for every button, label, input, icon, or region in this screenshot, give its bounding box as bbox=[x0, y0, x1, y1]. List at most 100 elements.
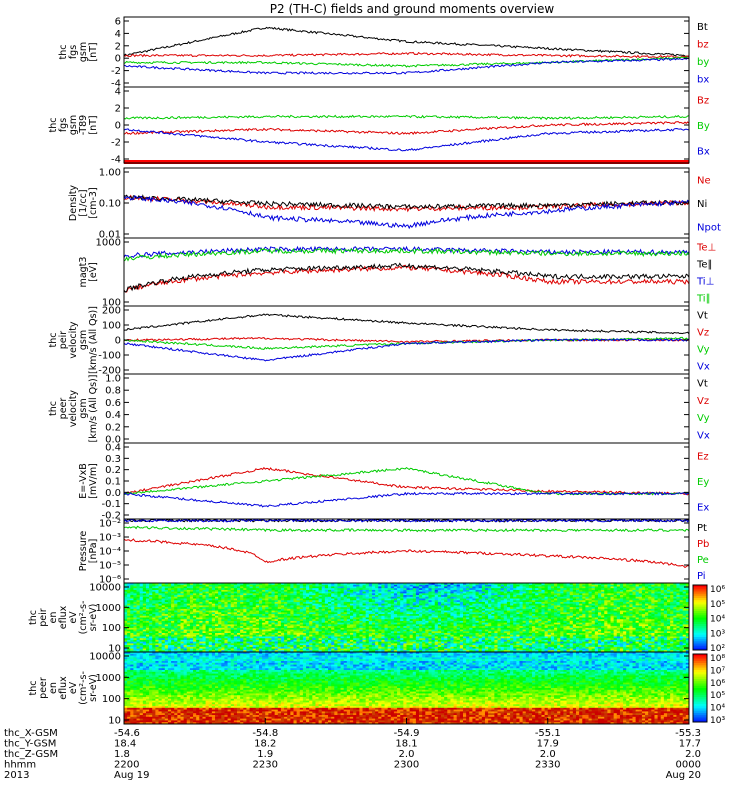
x-tick-label: -54.6 bbox=[114, 728, 140, 739]
series-line-Vx bbox=[124, 339, 689, 361]
x-axis-row-label: thc_Z-GSM bbox=[4, 749, 58, 760]
colorbar-tick-label: 10² bbox=[710, 644, 725, 654]
x-tick-label: 17.7 bbox=[679, 739, 701, 750]
colorbar-tick-label: 10⁴ bbox=[710, 704, 725, 714]
y-axis-label-line: sr-eV) bbox=[88, 604, 99, 632]
y-tick-label: 0.3 bbox=[105, 454, 121, 465]
x-tick-label: -54.8 bbox=[252, 728, 278, 739]
y-axis-label-line: [km/s (All Qs)] bbox=[88, 375, 99, 443]
colorbar-tick-label: 10⁵ bbox=[710, 691, 725, 701]
y-tick-label: 1.0 bbox=[105, 374, 121, 385]
legend-label-Bz: Bz bbox=[697, 96, 709, 107]
legend-label-Te⊥: Te⊥ bbox=[696, 243, 716, 254]
legend-label-Vz: Vz bbox=[697, 396, 709, 407]
x-tick-label: -54.9 bbox=[394, 728, 420, 739]
y-tick-label: 1000 bbox=[96, 238, 121, 249]
y-tick-label: 1000 bbox=[96, 603, 121, 614]
x-tick-label: 2330 bbox=[535, 760, 560, 771]
y-tick-label: -4 bbox=[111, 155, 121, 166]
y-tick-label: 100 bbox=[102, 694, 121, 705]
legend-label-Vx: Vx bbox=[697, 362, 710, 373]
y-tick-label: 0.2 bbox=[105, 465, 121, 476]
x-tick-label: -55.3 bbox=[675, 728, 701, 739]
colorbar-tick-label: 10⁴ bbox=[710, 615, 725, 625]
y-tick-label: 0.8 bbox=[105, 386, 121, 397]
x-tick-label: 2.0 bbox=[685, 749, 701, 760]
x-axis-row-label: 2013 bbox=[4, 770, 29, 781]
y-tick-label: 10⁻² bbox=[99, 519, 121, 530]
series-line-bx bbox=[124, 58, 689, 74]
legend-label-Ez: Ez bbox=[697, 452, 709, 463]
x-tick-label: 18.2 bbox=[254, 739, 276, 750]
x-tick-label: 2200 bbox=[114, 760, 139, 771]
y-tick-label: 2 bbox=[115, 41, 121, 52]
series-line-By bbox=[124, 115, 689, 119]
x-axis-row-label: thc_Y-GSM bbox=[4, 739, 56, 750]
y-axis-label-line: [km/s (All Qs)] bbox=[88, 306, 99, 374]
x-tick-label: 17.9 bbox=[537, 739, 559, 750]
y-tick-label: 200 bbox=[102, 306, 121, 317]
legend-label-Pt: Pt bbox=[697, 523, 707, 534]
x-tick-label: 18.1 bbox=[395, 739, 417, 750]
series-line-bz bbox=[124, 53, 689, 58]
legend-label-Vy: Vy bbox=[697, 413, 710, 424]
y-tick-label: 10⁻⁴ bbox=[99, 547, 121, 558]
y-tick-label: 1000 bbox=[96, 673, 121, 684]
colorbar-tick-label: 10⁷ bbox=[710, 666, 725, 676]
y-tick-label: 4 bbox=[115, 87, 121, 98]
legend-label-Ti⊥: Ti⊥ bbox=[696, 277, 714, 288]
series-line-Ez bbox=[124, 468, 689, 495]
series-line-by bbox=[124, 57, 689, 67]
series-line-Te⊥ bbox=[124, 265, 689, 292]
y-tick-label: 4 bbox=[115, 29, 121, 40]
y-tick-label: -2 bbox=[111, 66, 121, 77]
legend-label-bz: bz bbox=[697, 39, 709, 50]
y-tick-label: 0.6 bbox=[105, 398, 121, 409]
colorbar-tick-label: 10³ bbox=[710, 716, 725, 726]
colorbar-tick-label: 10⁶ bbox=[710, 585, 725, 595]
legend-label-Npot: Npot bbox=[697, 222, 721, 233]
y-tick-label: 0.0 bbox=[105, 488, 121, 499]
legend-label-Bt: Bt bbox=[697, 22, 708, 33]
panel-frame bbox=[124, 374, 689, 443]
y-tick-label: 0 bbox=[115, 336, 121, 347]
legend-label-Ti∥: Ti∥ bbox=[696, 294, 711, 305]
y-tick-label: 10⁻⁵ bbox=[99, 561, 121, 572]
y-axis-label-line: [nT] bbox=[88, 42, 99, 61]
legend-label-Ne: Ne bbox=[697, 176, 711, 187]
panel-pressure: PtPbPePi10⁻²10⁻³10⁻⁴10⁻⁵10⁻⁶Pressure[nPa… bbox=[78, 519, 709, 586]
legend-label-Pb: Pb bbox=[697, 539, 709, 550]
y-tick-label: 0 bbox=[115, 121, 121, 132]
legend-label-Vx: Vx bbox=[697, 430, 710, 441]
y-tick-label: -100 bbox=[98, 351, 121, 362]
spectrogram-peer_spec bbox=[124, 652, 689, 724]
series-line-Bt bbox=[124, 27, 689, 56]
series-line-Bx bbox=[124, 129, 689, 151]
y-tick-label: 10000 bbox=[89, 583, 121, 594]
legend-label-Te∥: Te∥ bbox=[696, 260, 713, 271]
y-tick-label: -2 bbox=[111, 138, 121, 149]
x-axis: thc_X-GSMthc_Y-GSMthc_Z-GSMhhmm2013-54.6… bbox=[4, 718, 701, 781]
y-tick-label: 0 bbox=[115, 54, 121, 65]
y-axis-label-line: [eV] bbox=[88, 262, 99, 282]
x-tick-label: Aug 19 bbox=[114, 770, 149, 781]
spectrogram-peir_spec bbox=[124, 583, 689, 652]
y-tick-label: 0.4 bbox=[105, 443, 121, 454]
y-axis-label-line: [nT] bbox=[88, 115, 99, 134]
panel-frame bbox=[124, 443, 689, 519]
series-line-Pb bbox=[124, 539, 689, 568]
colorbar-tick-label: 10⁶ bbox=[710, 679, 725, 689]
legend-label-Bx: Bx bbox=[697, 146, 710, 157]
y-tick-label: 10000 bbox=[89, 652, 121, 663]
series-line-Bz bbox=[124, 122, 689, 135]
x-tick-label: 2300 bbox=[394, 760, 419, 771]
y-tick-label: 10 bbox=[108, 716, 121, 727]
